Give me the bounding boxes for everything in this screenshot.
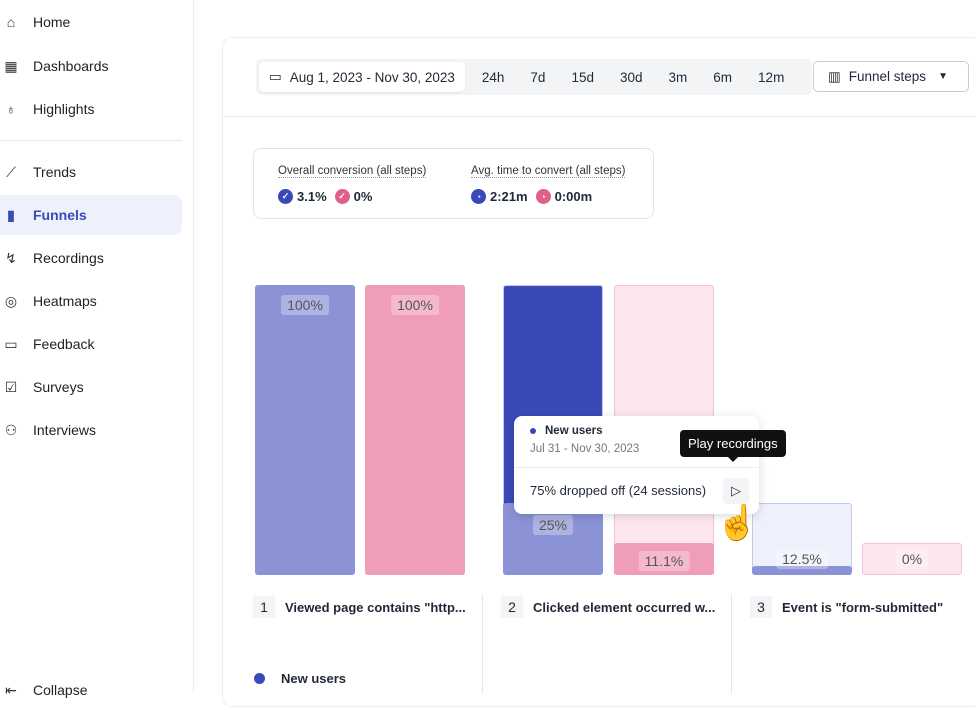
check-icon: ✓ [278, 189, 293, 204]
surveys-icon: ☑ [4, 378, 18, 395]
range-3m[interactable]: 3m [668, 69, 688, 85]
bar-value-label: 100% [281, 295, 329, 315]
lightbulb-icon: ♁ [5, 101, 17, 117]
date-range-picker[interactable]: ▭ Aug 1, 2023 - Nov 30, 2023 [259, 62, 465, 92]
step-divider [731, 594, 732, 694]
sidebar-item-trends[interactable]: ⟋ Trends [0, 152, 182, 192]
step-number: 2 [501, 596, 523, 618]
sidebar-item-funnels[interactable]: ▮ Funnels [0, 195, 182, 235]
range-30d[interactable]: 30d [619, 69, 643, 85]
interviews-icon: ⚇ [4, 421, 18, 438]
step-label: Viewed page contains "http... [285, 599, 466, 615]
bar-returning[interactable] [614, 542, 714, 575]
tooltip-series: New users [545, 425, 603, 437]
funnel-step-2[interactable]: 2 Clicked element occurred w... [501, 596, 715, 618]
sidebar-item-dashboards[interactable]: ▦ Dashboards [4, 57, 109, 75]
bar-chart-icon: ▥ [828, 68, 841, 84]
range-6m[interactable]: 6m [713, 69, 733, 85]
step-number: 3 [750, 596, 772, 618]
bar-background[interactable] [862, 542, 962, 575]
bar-new-users[interactable] [752, 566, 852, 575]
collapse-button[interactable]: ⇤ Collapse [0, 670, 182, 710]
range-24h[interactable]: 24h [481, 69, 505, 85]
legend-dot [254, 673, 265, 684]
time-new: 2:21m [490, 189, 528, 204]
bar-value-label: 12.5% [776, 549, 828, 569]
trends-icon: ⟋ [6, 163, 16, 180]
play-recordings-tooltip: Play recordings [680, 430, 786, 462]
tooltip-dates: Jul 31 - Nov 30, 2023 [530, 443, 640, 455]
heatmaps-icon: ◎ [4, 292, 18, 309]
hand-cursor-icon: ☝ [716, 504, 759, 542]
sidebar-divider [0, 140, 182, 141]
funnels-icon: ▮ [7, 206, 15, 223]
series-dot [530, 428, 536, 434]
step-label: Clicked element occurred w... [533, 599, 716, 615]
divider [222, 116, 976, 117]
check-icon: ✓ [334, 189, 350, 204]
time-label: Avg. time to convert (all steps) [471, 165, 626, 178]
sidebar-item-surveys[interactable]: ☑ Surveys [4, 378, 84, 396]
play-icon: ▷ [731, 483, 741, 498]
range-12m[interactable]: 12m [758, 69, 785, 85]
sidebar-item-recordings[interactable]: ↯ Recordings [0, 238, 182, 278]
bar-returning[interactable] [365, 285, 465, 575]
bar-background[interactable] [752, 502, 852, 575]
range-15d[interactable]: 15d [571, 69, 594, 85]
bar-value-label: 11.1% [638, 550, 690, 571]
sidebar: ⌂ Home ▦ Dashboards ♁ Highlights ⟋ Trends ▮ Funne… [0, 0, 194, 698]
funnel-view-select[interactable]: ▥ Funnel steps ▼ [813, 61, 969, 92]
dropoff-text: 75% dropped off (24 sessions) [530, 483, 707, 498]
range-7d[interactable]: 7d [530, 69, 546, 85]
conversion-new: 3.1% [297, 189, 327, 204]
bar-value-label: 100% [391, 295, 439, 315]
clock-icon: ◔ [471, 189, 486, 204]
clock-icon: ◔ [535, 189, 551, 204]
bar-value-label: 0% [895, 549, 929, 569]
date-range-toolbar: ▭ Aug 1, 2023 - Nov 30, 2023 24h 7d 15d 30d 3… [256, 59, 812, 95]
time-returning: 0:00m [554, 189, 593, 204]
sidebar-item-feedback[interactable]: ▭ Feedback [4, 335, 95, 353]
funnel-step-3[interactable]: 3 Event is "form-submitted" [750, 596, 943, 618]
sidebar-item-heatmaps[interactable]: ◎ Heatmaps [4, 292, 97, 310]
step-divider [482, 594, 483, 694]
calendar-icon: ▭ [269, 69, 282, 84]
chevron-down-icon: ▼ [938, 71, 948, 82]
collapse-icon: ⇤ [5, 681, 17, 698]
funnel-step-1[interactable]: 1 Viewed page contains "http... [253, 596, 466, 618]
conversion-returning: 0% [353, 189, 373, 204]
bar-value-label: 25% [532, 514, 574, 535]
sidebar-item-interviews[interactable]: ⚇ Interviews [4, 421, 97, 439]
step-number: 1 [253, 596, 275, 618]
home-icon: ⌂ [6, 14, 16, 30]
conversion-stats: Overall conversion (all steps) ✓ 3.1% ✓ 0% … [253, 148, 654, 219]
conversion-label: Overall conversion (all steps) [278, 165, 427, 178]
bar-new-users[interactable] [503, 502, 603, 575]
sidebar-item-highlights[interactable]: ♁ Highlights [0, 89, 182, 129]
play-recordings-button[interactable]: ▷ [723, 478, 749, 504]
sidebar-item-home[interactable]: ⌂ Home [0, 2, 182, 42]
legend-new-users[interactable]: New users [254, 671, 346, 686]
dashboards-icon: ▦ [4, 57, 18, 74]
recordings-icon: ↯ [5, 249, 17, 266]
feedback-icon: ▭ [4, 335, 18, 352]
step-label: Event is "form-submitted" [782, 599, 944, 615]
bar-new-users[interactable] [255, 285, 355, 575]
